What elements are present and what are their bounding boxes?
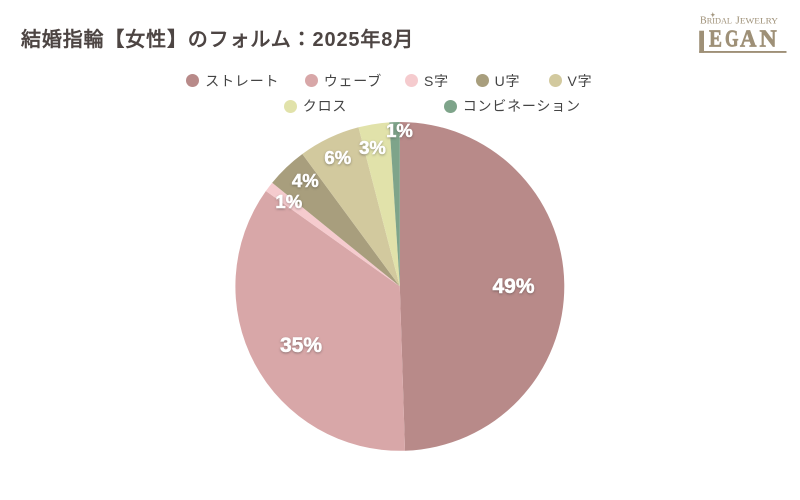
svg-text:G: G (725, 27, 739, 53)
svg-text:JEWELRY: JEWELRY (736, 16, 779, 27)
svg-text:A: A (740, 27, 757, 53)
svg-text:E: E (709, 27, 722, 53)
svg-text:BRIDAL: BRIDAL (700, 16, 732, 27)
svg-text:N: N (760, 27, 778, 53)
